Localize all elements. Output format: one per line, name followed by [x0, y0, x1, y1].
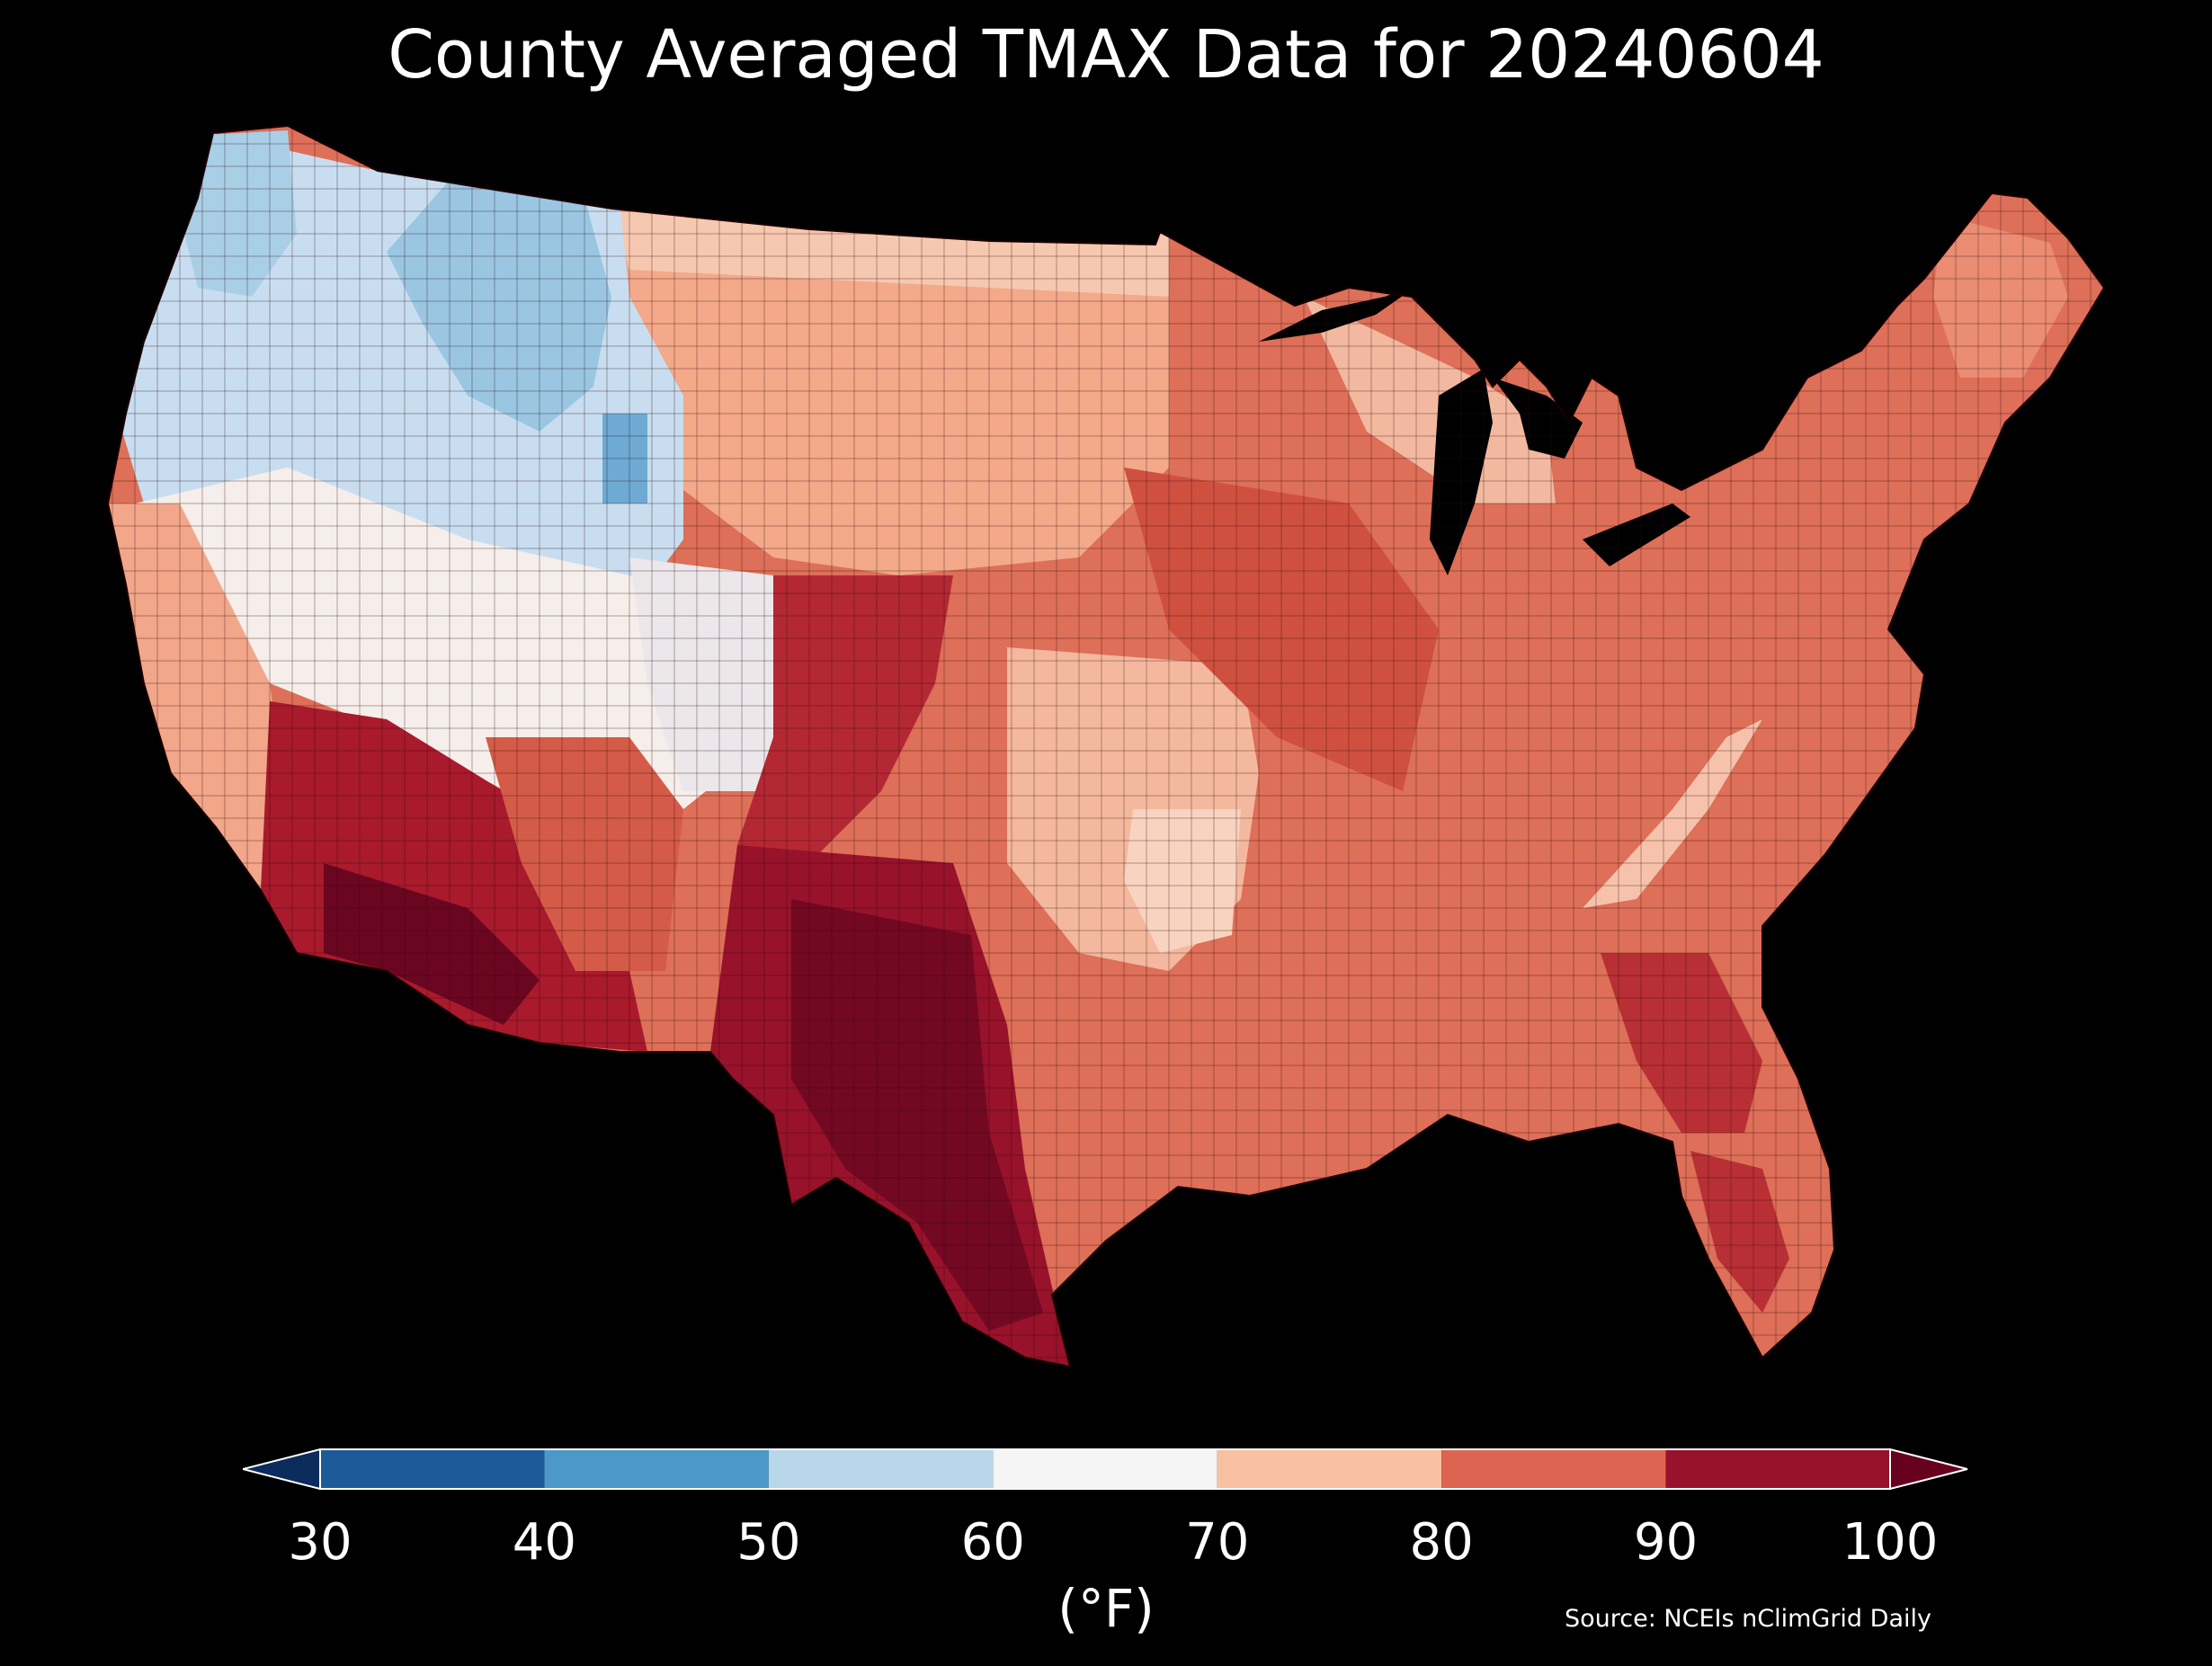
region-northern-plains: [584, 198, 1169, 575]
colorbar-frame: [319, 1448, 1891, 1490]
colorbar-bin-6: [1665, 1449, 1890, 1489]
colorbar-over-extend: [1889, 1448, 1968, 1491]
colorbar-bin-0: [320, 1449, 545, 1489]
colorbar-tick-label: 40: [512, 1513, 577, 1572]
colorbar-under-extend: [243, 1448, 321, 1491]
region-new-mexico: [486, 737, 683, 971]
region-colorado-neutral: [629, 557, 791, 791]
source-credit: Source: NCEIs nClimGrid Daily: [1565, 1605, 1931, 1633]
region-southeast-hot: [1601, 953, 1762, 1133]
lake-erie: [1583, 503, 1690, 566]
lake-huron: [1493, 378, 1583, 459]
region-rockies-blue: [387, 180, 611, 432]
region-arizona-hottest: [324, 863, 540, 1025]
colorbar-bin-4: [1217, 1449, 1442, 1489]
colorbar-tick-label: 50: [736, 1513, 801, 1572]
region-corn-belt: [1124, 468, 1439, 791]
colorbar-unit-label: (°F): [1057, 1578, 1155, 1639]
region-great-basin: [135, 468, 773, 809]
colorbar-tick-label: 70: [1185, 1513, 1250, 1572]
region-coast-blue: [180, 130, 297, 297]
colorbar-tick-label: 100: [1842, 1513, 1939, 1572]
region-south-texas: [791, 899, 1043, 1331]
region-new-england: [1933, 216, 2068, 378]
colorbar-bin-2: [768, 1449, 994, 1489]
region-great-lakes-light: [1304, 297, 1556, 503]
region-florida-hot: [1690, 1151, 1789, 1313]
region-oklahoma-lightest: [1124, 809, 1241, 953]
region-wyoming-blue: [602, 414, 647, 503]
colorbar-bin-5: [1441, 1449, 1666, 1489]
colorbar-bin-1: [544, 1449, 769, 1489]
lake-michigan: [1430, 369, 1493, 575]
map-title: County Averaged TMAX Data for 20240604: [388, 16, 1824, 94]
colorbar-tick-label: 90: [1633, 1513, 1699, 1572]
region-high-plains: [737, 575, 953, 863]
region-california: [108, 503, 288, 890]
colorbar: [243, 1448, 1968, 1491]
us-outline: [106, 124, 2106, 1368]
lake-superior: [1259, 283, 1421, 342]
colorbar-tick-label: 60: [960, 1513, 1025, 1572]
colorbar-tick-label: 80: [1409, 1513, 1474, 1572]
colorbar-tick-label: 30: [288, 1513, 352, 1572]
region-appalachians: [1583, 719, 1762, 908]
colorbar-bin-3: [993, 1449, 1217, 1489]
